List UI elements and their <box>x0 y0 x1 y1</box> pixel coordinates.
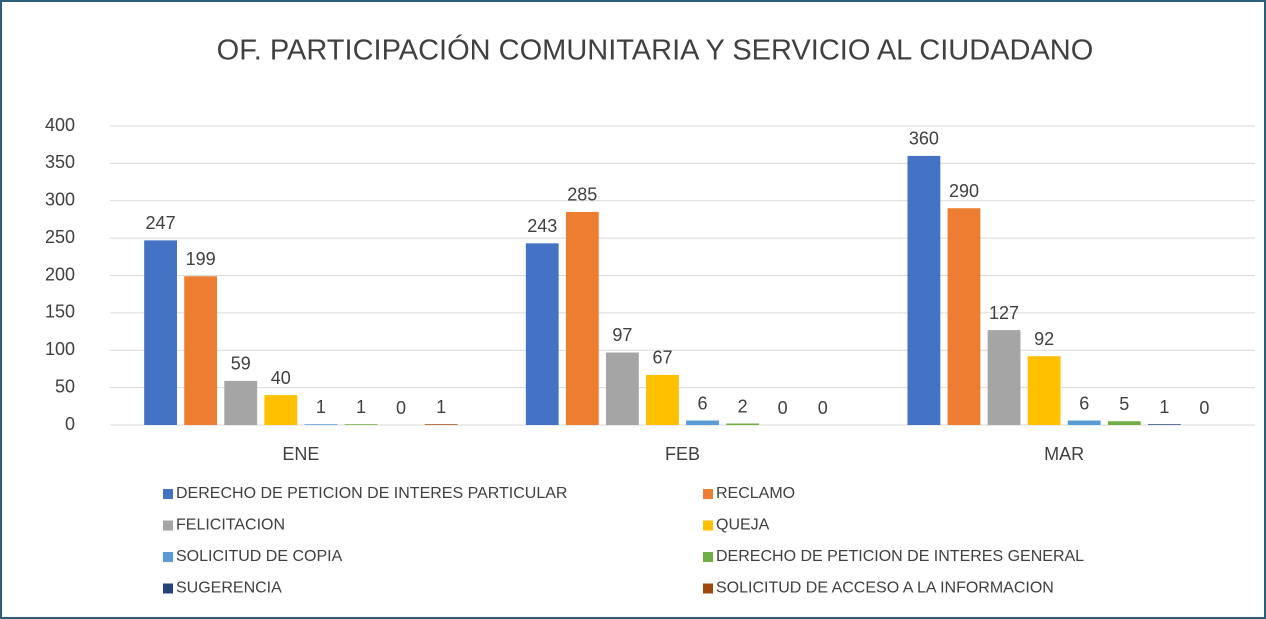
bar <box>1027 356 1061 425</box>
legend-swatch <box>163 520 173 531</box>
y-tick-label: 0 <box>65 414 75 434</box>
bar <box>1107 421 1141 425</box>
value-label: 1 <box>1159 397 1169 417</box>
y-tick-label: 300 <box>45 190 75 210</box>
value-label: 1 <box>316 397 326 417</box>
value-label: 6 <box>1079 393 1089 413</box>
bar <box>686 420 719 425</box>
value-label: 360 <box>909 129 939 149</box>
value-label: 290 <box>949 181 979 201</box>
legend-label: DERECHO DE PETICION DE INTERES PARTICULA… <box>176 485 567 502</box>
legend-swatch <box>703 583 713 594</box>
bar <box>605 352 639 425</box>
bar <box>424 424 458 425</box>
bar <box>224 380 258 425</box>
value-label: 243 <box>527 216 557 236</box>
bar <box>726 423 760 425</box>
x-tick-label: FEB <box>665 444 700 464</box>
value-label: 40 <box>271 368 291 388</box>
legend-swatch <box>163 489 173 499</box>
bar <box>565 211 599 425</box>
value-label: 127 <box>989 303 1019 323</box>
value-label: 199 <box>186 249 216 269</box>
y-tick-label: 250 <box>45 227 75 247</box>
value-label: 59 <box>231 354 251 374</box>
bar <box>646 374 679 425</box>
legend-label: SUGERENCIA <box>176 580 282 597</box>
bar <box>525 243 559 425</box>
bar <box>947 208 981 425</box>
bar <box>184 276 218 425</box>
value-label: 97 <box>612 325 632 345</box>
legend-label: DERECHO DE PETICION DE INTERES GENERAL <box>716 548 1084 565</box>
value-label: 92 <box>1034 329 1054 349</box>
value-label: 0 <box>818 398 828 418</box>
value-label: 2 <box>738 396 748 416</box>
y-tick-label: 150 <box>45 302 75 322</box>
y-tick-label: 200 <box>45 264 75 284</box>
legend-label: FELICITACION <box>176 517 285 534</box>
legend-label: QUEJA <box>716 517 770 534</box>
legend-swatch <box>703 489 713 499</box>
y-tick-label: 50 <box>55 376 75 396</box>
value-label: 285 <box>567 185 597 205</box>
bar <box>1067 420 1101 425</box>
value-label: 1 <box>436 397 446 417</box>
y-tick-label: 100 <box>45 339 75 359</box>
value-label: 0 <box>778 398 788 418</box>
y-tick-label: 400 <box>45 115 75 135</box>
bar <box>987 330 1021 425</box>
bar <box>907 155 941 425</box>
value-label: 67 <box>652 348 672 368</box>
value-label: 0 <box>1199 398 1209 418</box>
bar <box>344 424 378 425</box>
bar <box>264 395 298 425</box>
legend-swatch <box>703 552 713 562</box>
legend-swatch <box>163 583 173 594</box>
legend-label: SOLICITUD DE ACCESO A LA INFORMACION <box>716 580 1054 597</box>
legend-swatch <box>703 520 713 531</box>
bar <box>1147 424 1181 425</box>
bar <box>144 240 177 425</box>
legend-swatch <box>163 552 173 562</box>
value-label: 6 <box>698 393 708 413</box>
legend-label: RECLAMO <box>716 485 795 502</box>
value-label: 1 <box>356 397 366 417</box>
value-label: 247 <box>146 213 176 233</box>
value-label: 5 <box>1119 394 1129 414</box>
bar <box>304 424 338 425</box>
x-tick-label: ENE <box>282 444 319 464</box>
value-label: 0 <box>396 398 406 418</box>
legend-label: SOLICITUD DE COPIA <box>176 548 343 565</box>
chart-title: OF. PARTICIPACIÓN COMUNITARIA Y SERVICIO… <box>217 34 1094 67</box>
x-tick-label: MAR <box>1044 444 1084 464</box>
y-tick-label: 350 <box>45 152 75 172</box>
